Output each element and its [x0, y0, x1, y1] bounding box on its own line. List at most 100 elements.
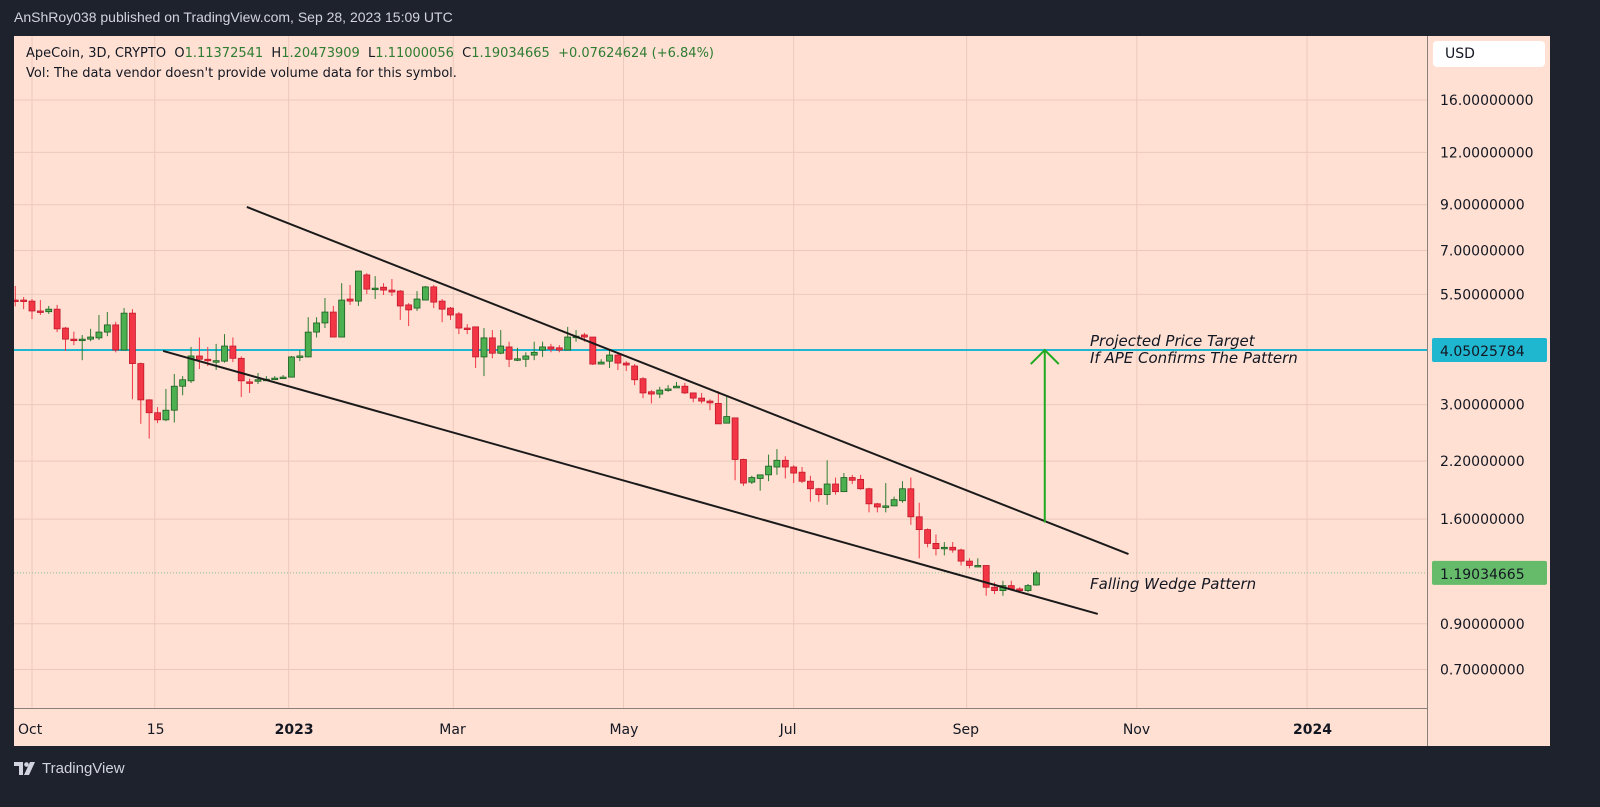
price-tick-label: 12.00000000 [1440, 145, 1534, 161]
candle-body [957, 549, 965, 562]
candle-body [706, 400, 714, 404]
time-tick-label: Oct [18, 722, 43, 738]
candle-down [857, 474, 865, 490]
close-value: 1.19034665 [471, 46, 550, 61]
last-price-badge [1432, 560, 1547, 585]
candle-body [857, 478, 865, 490]
candle-body [95, 331, 103, 339]
candle-body [271, 377, 279, 381]
price-tick-label: 2.20000000 [1440, 454, 1525, 470]
candle-body [522, 355, 530, 360]
publisher-header: AnShRoy038 published on TradingView.com,… [14, 9, 453, 25]
candle-body [338, 299, 346, 338]
candle-down [36, 300, 44, 315]
candle-body [932, 542, 940, 550]
candle-up [723, 396, 731, 424]
candle-body [112, 324, 120, 351]
candle-body [355, 270, 362, 302]
candle-up [890, 496, 898, 507]
candle-down [388, 279, 396, 297]
time-tick-label: Mar [439, 722, 466, 738]
candle-up [597, 359, 605, 365]
candle-up [313, 317, 320, 338]
symbol-name[interactable]: ApeCoin, 3D, CRYPTO [26, 46, 167, 61]
candle-up [840, 473, 848, 493]
candle-up [664, 385, 672, 392]
annotation-target-title: Projected Price Target [1090, 332, 1256, 350]
candle-up [371, 276, 379, 300]
candle-down [907, 477, 915, 525]
candle-body [187, 355, 195, 382]
candle-body [840, 477, 848, 493]
candle-body [296, 355, 304, 358]
price-tick-label: 0.70000000 [1440, 663, 1525, 679]
candle-body [798, 471, 806, 482]
candle-up [899, 481, 906, 503]
candle-up [530, 341, 538, 361]
candle-body [396, 290, 404, 307]
candle-down [70, 331, 78, 346]
chart-panel[interactable] [14, 36, 1550, 746]
candle-down [62, 326, 69, 351]
currency-button[interactable]: USD [1433, 41, 1545, 67]
wedge-trendline [246, 206, 1129, 556]
candle-down [647, 390, 655, 404]
tradingview-logo[interactable]: TradingView [14, 760, 125, 777]
candle-body [204, 358, 212, 362]
candle-down [154, 407, 161, 424]
candle-up [823, 460, 831, 505]
candle-down [137, 362, 145, 424]
wedge-trendline [162, 349, 1099, 615]
candle-body [656, 389, 664, 395]
candle-down [873, 502, 881, 513]
candle-down [463, 324, 471, 335]
candle-down [714, 391, 722, 425]
candle-up [773, 449, 781, 475]
time-tick-label: 15 [147, 722, 165, 738]
candle-down [865, 487, 873, 513]
close-label: C [462, 46, 472, 61]
candle-down [405, 303, 413, 327]
candle-down [807, 475, 814, 502]
price-tick-label: 1.60000000 [1440, 512, 1525, 528]
candle-up [673, 381, 680, 389]
candle-up [187, 346, 195, 383]
candle-body [740, 459, 747, 484]
right-gutter [1550, 36, 1600, 756]
candle-down [924, 528, 931, 548]
candle-body [815, 488, 823, 496]
target-arrow-head [1030, 348, 1060, 365]
candle-body [899, 488, 906, 502]
annotation-pattern-name: Falling Wedge Pattern [1090, 575, 1256, 593]
candle-body [865, 488, 873, 505]
candle-down [949, 542, 957, 553]
price-tick-label: 16.00000000 [1440, 93, 1534, 109]
candle-up [103, 312, 111, 337]
candle-up [338, 283, 346, 338]
time-tick-label: Nov [1123, 722, 1150, 738]
candle-up [78, 334, 86, 361]
candle-body [765, 465, 772, 476]
candle-down [815, 487, 823, 502]
candle-down [53, 304, 61, 333]
candle-up [45, 305, 53, 314]
candle-body [20, 299, 28, 302]
candle-body [28, 300, 36, 312]
candle-body [87, 336, 94, 340]
candle-body [480, 337, 488, 358]
candle-up [288, 355, 295, 378]
price-tick-label: 9.00000000 [1440, 198, 1525, 214]
candle-down [781, 456, 789, 479]
candle-body [664, 388, 672, 391]
candle-body [288, 356, 295, 378]
candle-body [748, 477, 756, 483]
candle-body [179, 379, 187, 387]
candle-down [848, 474, 856, 485]
candle-up [421, 285, 429, 301]
candle-up [279, 375, 287, 380]
candle-body [614, 354, 622, 364]
ohlc-row: ApeCoin, 3D, CRYPTO O1.11372541 H1.20473… [26, 44, 714, 64]
candle-up [765, 454, 772, 482]
candle-body [790, 466, 798, 474]
